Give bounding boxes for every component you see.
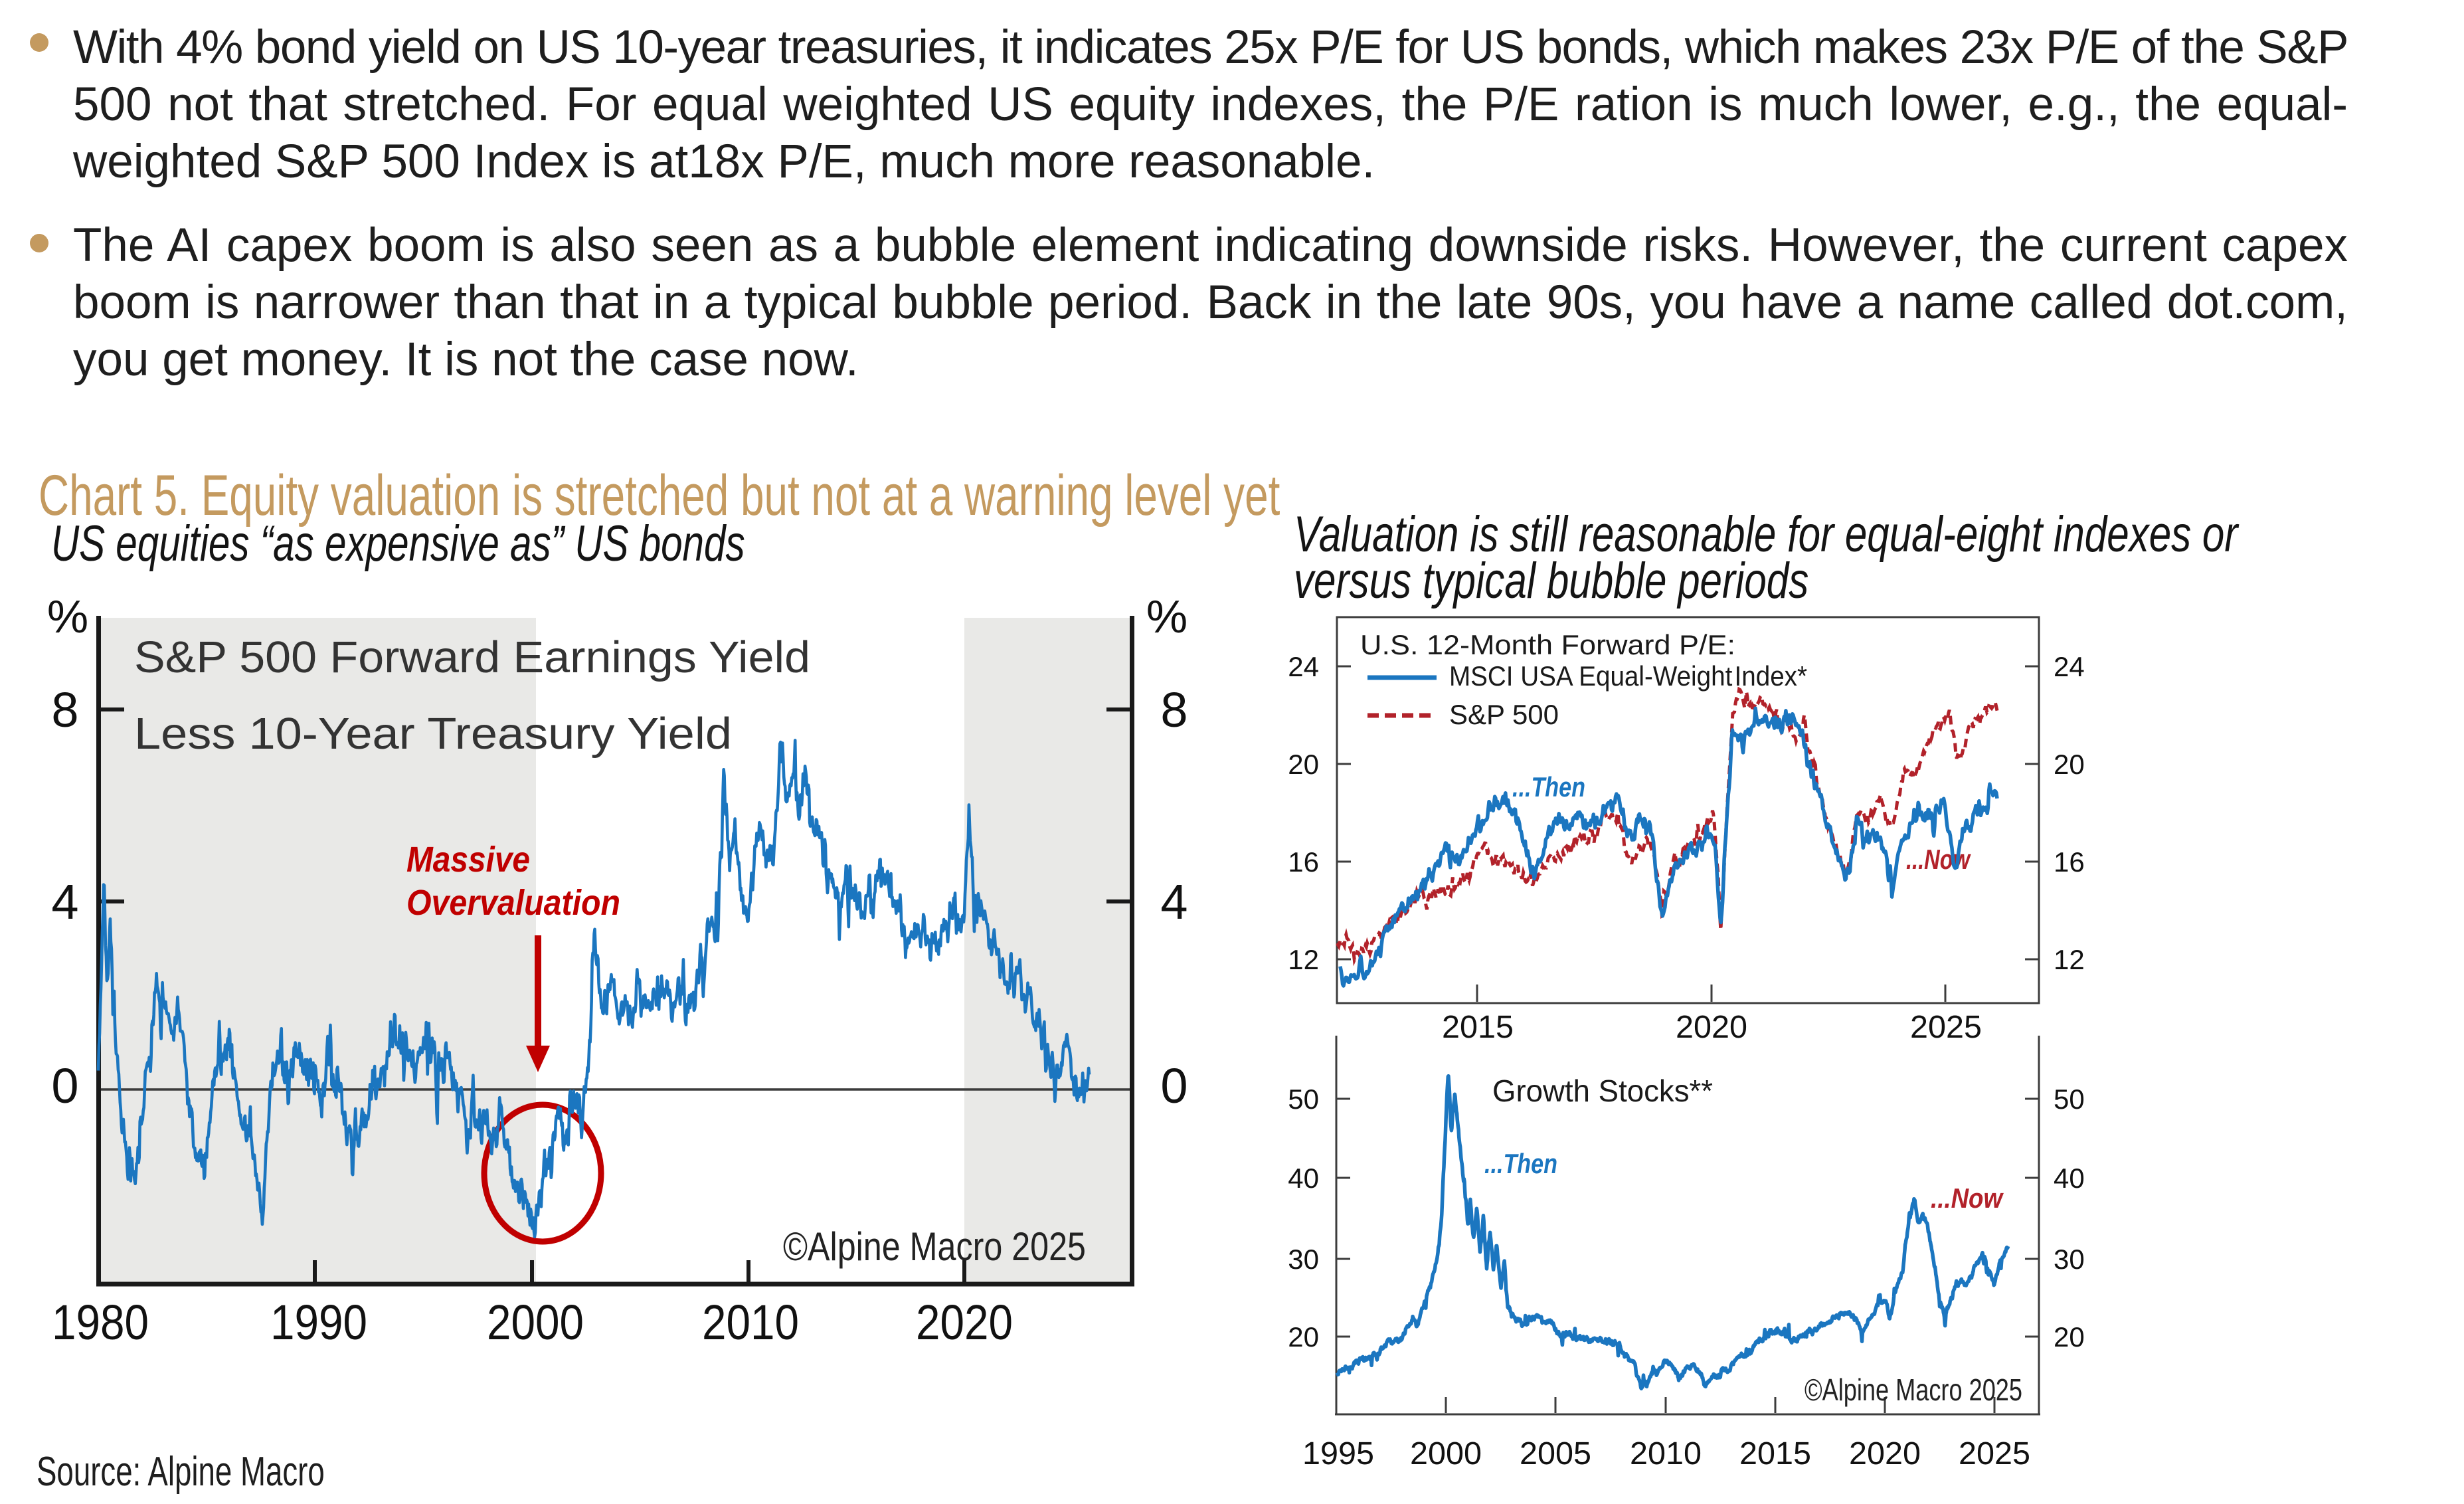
svg-text:...Now: ...Now: [1931, 1182, 2004, 1214]
svg-text:%: %: [47, 598, 88, 642]
svg-text:2025: 2025: [1910, 1010, 1982, 1045]
svg-text:0: 0: [51, 1058, 78, 1113]
svg-text:20: 20: [1288, 749, 1319, 780]
svg-text:...Then: ...Then: [1512, 771, 1585, 802]
svg-text:8: 8: [51, 682, 78, 737]
svg-text:2010: 2010: [1630, 1436, 1702, 1471]
svg-text:Overvaluation: Overvaluation: [406, 883, 620, 923]
svg-text:4: 4: [1160, 874, 1188, 929]
svg-text:2010: 2010: [702, 1295, 799, 1350]
svg-text:20: 20: [1288, 1321, 1319, 1353]
svg-text:S&P 500 Forward Earnings Yield: S&P 500 Forward Earnings Yield: [134, 632, 810, 682]
svg-text:16: 16: [1288, 846, 1319, 878]
svg-text:12: 12: [2054, 944, 2085, 975]
svg-text:2000: 2000: [487, 1295, 584, 1350]
svg-text:16: 16: [2054, 846, 2085, 878]
svg-text:2020: 2020: [1849, 1436, 1921, 1471]
svg-text:©Alpine Macro 2025: ©Alpine Macro 2025: [1804, 1372, 2022, 1407]
svg-text:24: 24: [1288, 651, 1319, 682]
svg-text:12: 12: [1288, 944, 1319, 975]
svg-text:20: 20: [2054, 749, 2085, 780]
svg-text:50: 50: [2054, 1083, 2085, 1115]
svg-text:4: 4: [51, 874, 78, 929]
svg-text:2000: 2000: [1410, 1436, 1482, 1471]
svg-text:40: 40: [2054, 1163, 2085, 1194]
svg-text:50: 50: [1288, 1083, 1319, 1115]
svg-text:2020: 2020: [916, 1295, 1013, 1350]
svg-text:1990: 1990: [270, 1295, 367, 1350]
svg-text:S&P 500: S&P 500: [1449, 699, 1559, 730]
svg-text:1980: 1980: [52, 1295, 149, 1350]
svg-text:40: 40: [1288, 1163, 1319, 1194]
svg-text:8: 8: [1160, 682, 1188, 737]
svg-text:%: %: [1146, 598, 1188, 642]
svg-text:20: 20: [2054, 1321, 2085, 1353]
svg-text:0: 0: [1160, 1058, 1188, 1113]
svg-text:2025: 2025: [1959, 1436, 2030, 1471]
svg-text:2015: 2015: [1442, 1010, 1514, 1045]
svg-text:2005: 2005: [1520, 1436, 1591, 1471]
svg-text:2020: 2020: [1676, 1010, 1747, 1045]
svg-text:U.S. 12-Month Forward P/E:: U.S. 12-Month Forward P/E:: [1360, 629, 1735, 660]
svg-text:...Now: ...Now: [1906, 844, 1971, 875]
svg-text:2015: 2015: [1739, 1436, 1811, 1471]
svg-text:©Alpine Macro 2025: ©Alpine Macro 2025: [783, 1224, 1086, 1269]
svg-text:30: 30: [1288, 1244, 1319, 1275]
svg-text:Growth Stocks**: Growth Stocks**: [1492, 1074, 1713, 1108]
svg-text:1995: 1995: [1302, 1436, 1374, 1471]
svg-text:Massive: Massive: [406, 840, 530, 880]
svg-text:30: 30: [2054, 1244, 2085, 1275]
svg-text:24: 24: [2054, 651, 2085, 682]
svg-text:Less 10-Year Treasury Yield: Less 10-Year Treasury Yield: [134, 709, 732, 759]
svg-text:...Then: ...Then: [1484, 1148, 1557, 1179]
svg-text:MSCI USA Equal-Weight Index*: MSCI USA Equal-Weight Index*: [1449, 660, 1807, 692]
